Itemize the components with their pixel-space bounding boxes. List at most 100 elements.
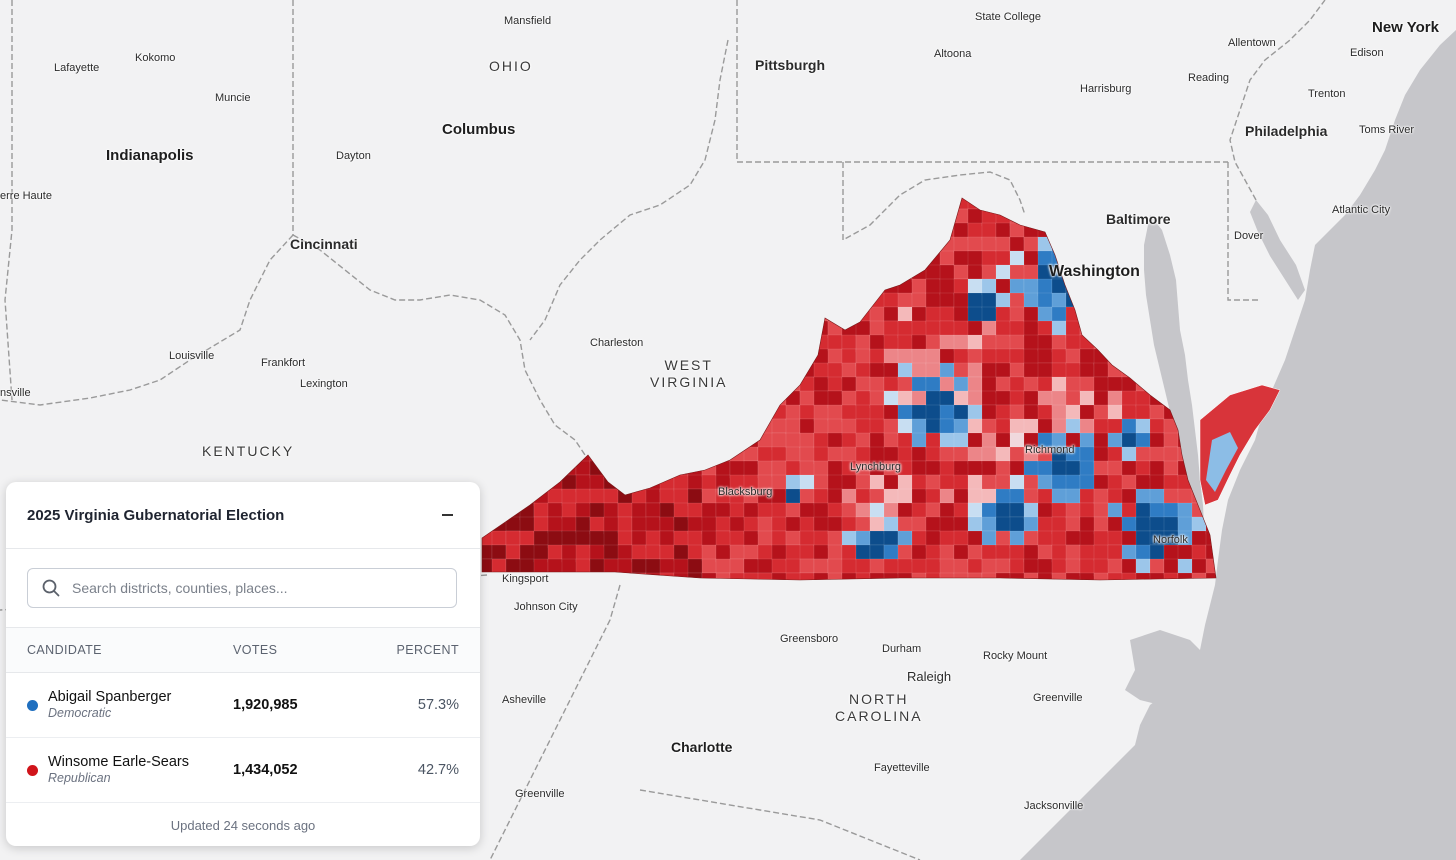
precinct-cell[interactable]	[1093, 446, 1111, 464]
precinct-cell[interactable]	[911, 460, 927, 476]
precinct-cell[interactable]	[715, 516, 732, 532]
precinct-cell[interactable]	[771, 418, 789, 434]
precinct-cell[interactable]	[953, 572, 969, 588]
precinct-cell[interactable]	[897, 544, 913, 562]
precinct-cell[interactable]	[925, 418, 941, 434]
precinct-cell[interactable]	[799, 530, 816, 546]
precinct-cell[interactable]	[897, 404, 915, 421]
precinct-cell[interactable]	[1009, 572, 1028, 588]
precinct-cell[interactable]	[617, 544, 633, 560]
precinct-cell[interactable]	[1009, 418, 1027, 436]
precinct-cell[interactable]	[771, 474, 788, 492]
precinct-cell[interactable]	[1051, 418, 1069, 434]
precinct-cell[interactable]	[1107, 544, 1124, 562]
precinct-cell[interactable]	[869, 432, 886, 449]
precinct-cell[interactable]	[785, 516, 802, 533]
precinct-cell[interactable]	[911, 572, 927, 589]
precinct-cell[interactable]	[771, 572, 790, 587]
precinct-cell[interactable]	[981, 474, 997, 492]
precinct-cell[interactable]	[1051, 460, 1069, 477]
precinct-cell[interactable]	[659, 530, 675, 547]
precinct-cell[interactable]	[1079, 572, 1098, 589]
precinct-cell[interactable]	[1009, 320, 1026, 338]
precinct-cell[interactable]	[659, 544, 676, 560]
precinct-cell[interactable]	[785, 558, 801, 574]
precinct-cell[interactable]	[575, 530, 591, 546]
precinct-cell[interactable]	[547, 502, 565, 518]
precinct-cell[interactable]	[897, 558, 915, 575]
precinct-cell[interactable]	[771, 446, 789, 462]
precinct-cell[interactable]	[757, 572, 775, 589]
precinct-cell[interactable]	[1079, 418, 1095, 436]
precinct-cell[interactable]	[911, 516, 929, 534]
precinct-cell[interactable]	[995, 558, 1011, 574]
precinct-cell[interactable]	[1135, 404, 1151, 420]
precinct-cell[interactable]	[883, 292, 900, 308]
precinct-cell[interactable]	[1037, 320, 1055, 336]
precinct-cell[interactable]	[995, 334, 1013, 351]
precinct-cell[interactable]	[841, 544, 857, 561]
precinct-cell[interactable]	[1107, 558, 1124, 576]
precinct-cell[interactable]	[911, 348, 929, 366]
precinct-cell[interactable]	[897, 306, 913, 323]
precinct-cell[interactable]	[1093, 572, 1111, 589]
precinct-cell[interactable]	[659, 558, 676, 574]
precinct-cell[interactable]	[827, 376, 845, 392]
precinct-cell[interactable]	[897, 446, 913, 463]
precinct-cell[interactable]	[1051, 488, 1068, 505]
precinct-cell[interactable]	[925, 376, 942, 394]
precinct-cell[interactable]	[855, 572, 873, 588]
precinct-cell[interactable]	[995, 320, 1012, 338]
precinct-cell[interactable]	[841, 502, 857, 520]
precinct-cell[interactable]	[1065, 558, 1082, 574]
precinct-cell[interactable]	[715, 558, 732, 574]
precinct-cell[interactable]	[841, 446, 858, 463]
precinct-cell[interactable]	[827, 446, 845, 462]
precinct-cell[interactable]	[1177, 516, 1193, 533]
precinct-cell[interactable]	[785, 544, 803, 562]
precinct-cell[interactable]	[1093, 544, 1109, 562]
precinct-cell[interactable]	[939, 502, 956, 518]
precinct-cell[interactable]	[813, 474, 830, 490]
precinct-cell[interactable]	[757, 558, 775, 574]
precinct-cell[interactable]	[925, 278, 943, 295]
precinct-cell[interactable]	[785, 404, 801, 421]
precinct-cell[interactable]	[1093, 474, 1111, 490]
precinct-cell[interactable]	[1009, 334, 1026, 350]
precinct-cell[interactable]	[1037, 404, 1053, 422]
precinct-cell[interactable]	[505, 544, 521, 560]
precinct-cell[interactable]	[631, 502, 647, 519]
precinct-cell[interactable]	[911, 376, 927, 393]
precinct-cell[interactable]	[967, 348, 983, 364]
precinct-cell[interactable]	[1121, 418, 1137, 435]
precinct-cell[interactable]	[939, 474, 956, 491]
precinct-cell[interactable]	[1079, 376, 1096, 394]
precinct-cell[interactable]	[1107, 502, 1125, 520]
precinct-cell[interactable]	[995, 418, 1012, 436]
precinct-cell[interactable]	[813, 418, 830, 435]
precinct-cell[interactable]	[1009, 404, 1026, 422]
precinct-cell[interactable]	[897, 432, 913, 449]
precinct-cell[interactable]	[561, 502, 578, 520]
precinct-cell[interactable]	[995, 376, 1012, 394]
precinct-cell[interactable]	[729, 544, 747, 560]
precinct-cell[interactable]	[981, 362, 997, 380]
precinct-cell[interactable]	[1205, 572, 1221, 589]
precinct-cell[interactable]	[883, 488, 901, 504]
precinct-cell[interactable]	[645, 502, 663, 518]
precinct-cell[interactable]	[1037, 516, 1055, 534]
precinct-cell[interactable]	[1009, 558, 1025, 576]
precinct-cell[interactable]	[883, 320, 901, 338]
precinct-cell[interactable]	[883, 306, 899, 322]
precinct-cell[interactable]	[1051, 320, 1068, 338]
precinct-cell[interactable]	[841, 530, 859, 548]
precinct-cell[interactable]	[1023, 390, 1040, 406]
precinct-cell[interactable]	[953, 418, 970, 436]
precinct-cell[interactable]	[967, 572, 983, 589]
precinct-cell[interactable]	[1079, 348, 1096, 366]
precinct-cell[interactable]	[701, 544, 718, 562]
precinct-cell[interactable]	[925, 264, 943, 280]
precinct-cell[interactable]	[897, 530, 913, 548]
precinct-cell[interactable]	[1065, 572, 1084, 590]
precinct-cell[interactable]	[1051, 306, 1069, 322]
